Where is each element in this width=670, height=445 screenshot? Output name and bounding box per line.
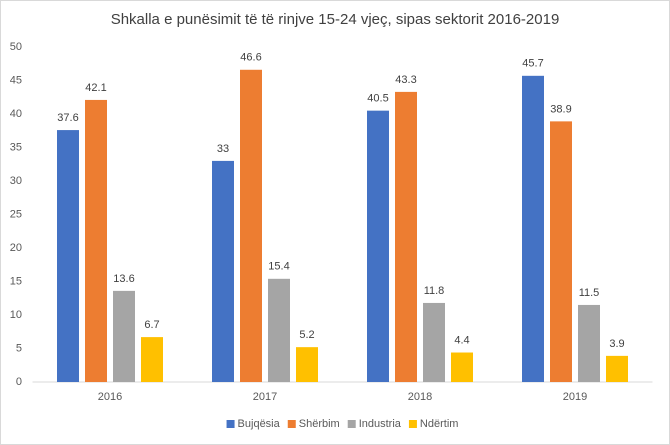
data-label: 42.1 xyxy=(85,82,106,94)
y-tick-label: 20 xyxy=(10,242,22,254)
bar xyxy=(296,347,318,382)
bar xyxy=(606,355,628,382)
data-label: 6.7 xyxy=(144,319,159,331)
data-label: 40.5 xyxy=(367,93,388,105)
legend-swatch xyxy=(408,420,417,428)
bar xyxy=(212,160,234,382)
legend-swatch xyxy=(226,420,235,428)
bar xyxy=(522,75,544,382)
legend-swatch xyxy=(347,420,356,428)
bar xyxy=(113,290,135,382)
y-tick-label: 25 xyxy=(10,208,22,220)
data-label: 45.7 xyxy=(522,58,543,70)
chart-title: Shkalla e punësimit të të rinjve 15-24 v… xyxy=(111,11,560,28)
data-label: 38.9 xyxy=(550,103,571,115)
x-tick-label: 2018 xyxy=(408,391,432,403)
y-tick-label: 40 xyxy=(10,108,22,120)
data-label: 15.4 xyxy=(268,261,289,273)
data-label: 43.3 xyxy=(395,74,416,86)
x-tick-label: 2016 xyxy=(98,391,122,403)
data-label: 37.6 xyxy=(57,112,78,124)
bar xyxy=(141,337,163,382)
data-label: 4.4 xyxy=(454,334,469,346)
bar xyxy=(550,121,572,383)
data-label: 5.2 xyxy=(299,329,314,341)
y-tick-label: 5 xyxy=(16,342,22,354)
y-tick-label: 45 xyxy=(10,74,22,86)
data-label: 46.6 xyxy=(240,52,261,64)
legend-swatch xyxy=(287,420,296,428)
data-label: 3.9 xyxy=(609,338,624,350)
legend-label: Ndërtim xyxy=(420,418,459,430)
bar xyxy=(57,130,79,382)
bar xyxy=(268,278,290,382)
data-label: 11.5 xyxy=(579,287,600,299)
bar xyxy=(395,91,417,382)
bar xyxy=(85,99,107,383)
data-label: 13.6 xyxy=(113,273,134,285)
y-tick-label: 35 xyxy=(10,141,22,153)
legend-label: Industria xyxy=(359,418,402,430)
legend-label: Shërbim xyxy=(299,418,340,430)
bar xyxy=(240,69,262,382)
data-label: 11.8 xyxy=(424,285,445,297)
legend-label: Bujqësia xyxy=(238,418,281,430)
y-tick-label: 10 xyxy=(10,309,22,321)
bar xyxy=(578,304,600,382)
x-tick-label: 2017 xyxy=(253,391,277,403)
y-tick-label: 0 xyxy=(16,376,22,388)
y-tick-label: 30 xyxy=(10,175,22,187)
bar xyxy=(367,110,389,383)
y-tick-label: 50 xyxy=(10,41,22,53)
bar xyxy=(423,302,445,382)
data-label: 33 xyxy=(217,143,229,155)
x-tick-label: 2019 xyxy=(563,391,587,403)
bar xyxy=(451,352,473,382)
y-tick-label: 15 xyxy=(10,275,22,287)
